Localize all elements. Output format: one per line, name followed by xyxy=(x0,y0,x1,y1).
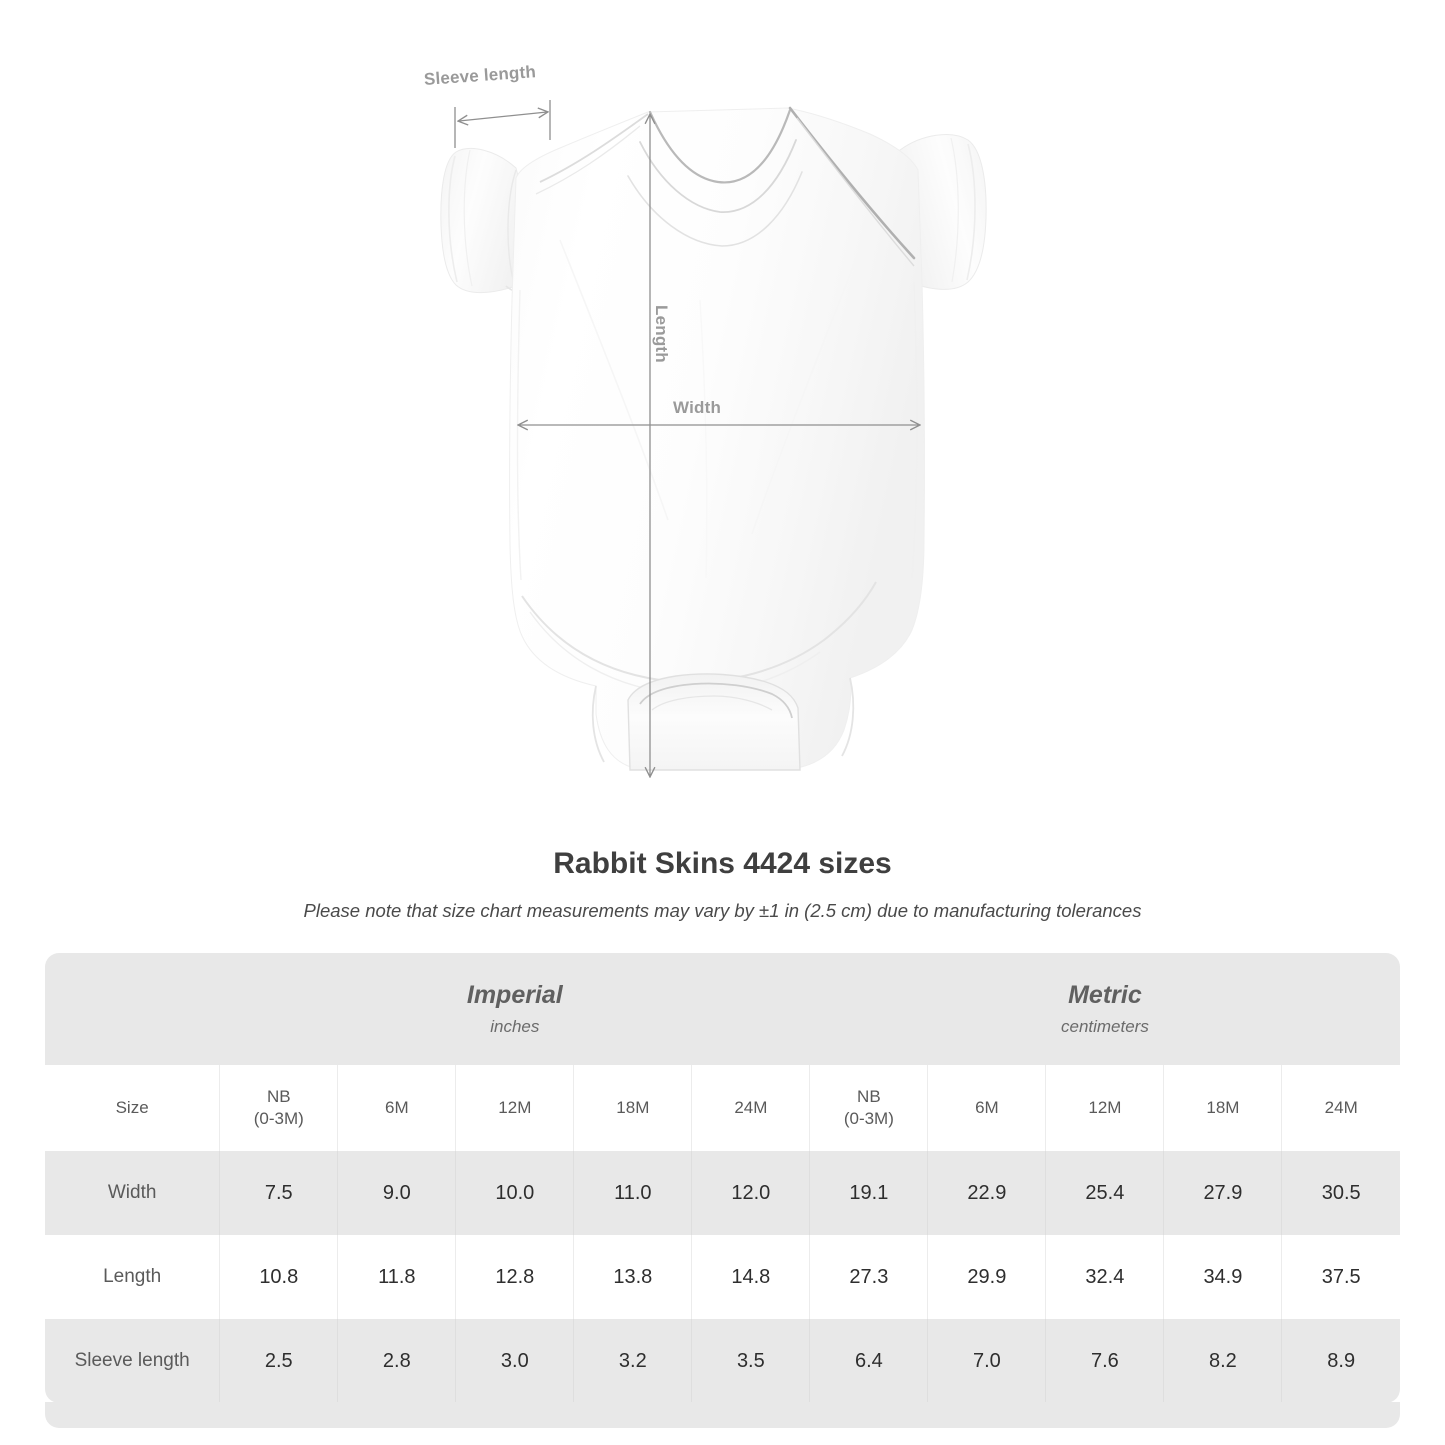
size-header-line1: 18M xyxy=(616,1097,650,1117)
size-header-line1: 12M xyxy=(498,1097,532,1117)
size-header-cell: NB (0-3M) xyxy=(809,1065,929,1151)
width-label: Width xyxy=(673,398,722,417)
measurement-cell: 27.3 xyxy=(809,1235,929,1319)
size-header-cell: 18M xyxy=(573,1065,693,1151)
garment-illustration: Sleeve length Length Width xyxy=(423,62,987,830)
measurement-cell: 9.0 xyxy=(337,1151,457,1235)
unit-group-imperial-name: Imperial xyxy=(466,981,563,1010)
measurement-cell: 27.9 xyxy=(1163,1151,1283,1235)
size-header-line1: NB xyxy=(266,1086,291,1106)
measurement-cell: 32.4 xyxy=(1045,1235,1165,1319)
tolerance-note: Please note that size chart measurements… xyxy=(303,899,1142,921)
table-row: Width 7.5 9.0 10.0 11.0 12.0 19.1 22.9 25.4 27.9 3… xyxy=(45,1151,1400,1235)
row-label-cell: Sleeve length xyxy=(45,1319,221,1403)
measurement-cell: 13.8 xyxy=(573,1235,693,1319)
size-header-cell: 24M xyxy=(691,1065,811,1151)
measurement-cell: 25.4 xyxy=(1045,1151,1165,1235)
table-footer-pad xyxy=(45,1402,1400,1428)
sleeve-length-annotation xyxy=(454,100,551,148)
bodysuit-body xyxy=(509,106,925,771)
measurement-cell: 3.0 xyxy=(455,1319,575,1403)
measurement-cell: 10.8 xyxy=(219,1235,339,1319)
measurement-cell: 7.0 xyxy=(927,1319,1047,1403)
measurement-cell: 29.9 xyxy=(927,1235,1047,1319)
measurement-cell: 12.0 xyxy=(691,1151,811,1235)
size-header-cell: 24M xyxy=(1281,1065,1400,1151)
table-row: Length 10.8 11.8 12.8 13.8 14.8 27.3 29.9 32.4 34… xyxy=(45,1235,1400,1319)
table-row: Sleeve length 2.5 2.8 3.0 3.2 3.5 6.4 7.0 7.6 8.2… xyxy=(45,1319,1400,1403)
measurement-cell: 8.9 xyxy=(1281,1319,1400,1403)
measurement-cell: 34.9 xyxy=(1163,1235,1283,1319)
unit-group-imperial-sub: inches xyxy=(490,1017,540,1037)
measurement-cell: 11.8 xyxy=(337,1235,457,1319)
measurement-cell: 7.6 xyxy=(1045,1319,1165,1403)
size-chart-table: Imperial inches Metric centimeters Size … xyxy=(45,953,1400,1403)
row-label-cell: Length xyxy=(45,1235,221,1319)
size-header-line1: 6M xyxy=(384,1097,409,1117)
unit-group-row: Imperial inches Metric centimeters xyxy=(45,953,1400,1065)
size-header-line1: 12M xyxy=(1088,1097,1122,1117)
size-chart-table-container: Imperial inches Metric centimeters Size … xyxy=(45,953,1400,1428)
measurement-cell: 19.1 xyxy=(809,1151,929,1235)
measurement-cell: 6.4 xyxy=(809,1319,929,1403)
page-title: Rabbit Skins 4424 sizes xyxy=(553,847,892,880)
measurement-cell: 2.5 xyxy=(219,1319,339,1403)
bodysuit-diagram xyxy=(440,100,987,830)
measurement-cell: 2.8 xyxy=(337,1319,457,1403)
size-header-row: Size NB (0-3M) 6M 12M 18M 24M NB (0-3M) 6M 12M 18M… xyxy=(45,1065,1400,1151)
size-header-line2: (0-3M) xyxy=(253,1109,304,1128)
size-header-cell: 6M xyxy=(337,1065,457,1151)
measurement-cell: 8.2 xyxy=(1163,1319,1283,1403)
size-header-cell: 12M xyxy=(1045,1065,1165,1151)
size-header-line1: 24M xyxy=(1324,1097,1358,1117)
unit-group-metric-sub: centimeters xyxy=(1060,1017,1149,1037)
size-header-cell: 6M xyxy=(927,1065,1047,1151)
unit-group-metric-name: Metric xyxy=(1068,981,1142,1010)
unit-group-metric: Metric centimeters xyxy=(809,953,1400,1065)
size-header-line1: NB xyxy=(857,1086,881,1106)
size-header-line1: 18M xyxy=(1206,1097,1240,1117)
measurement-cell: 22.9 xyxy=(927,1151,1047,1235)
unit-group-spacer xyxy=(45,953,220,1065)
measurement-cell: 14.8 xyxy=(691,1235,811,1319)
measurement-cell: 7.5 xyxy=(219,1151,339,1235)
size-header-cell: NB (0-3M) xyxy=(219,1065,339,1151)
measurement-cell: 37.5 xyxy=(1281,1235,1400,1319)
unit-group-imperial: Imperial inches xyxy=(219,953,810,1065)
row-label-cell: Width xyxy=(45,1151,221,1235)
measurement-cell: 10.0 xyxy=(455,1151,575,1235)
measurement-cell: 12.8 xyxy=(455,1235,575,1319)
size-header-line1: 6M xyxy=(975,1097,999,1117)
size-header-line1: 24M xyxy=(734,1097,768,1117)
size-header-cell: 18M xyxy=(1163,1065,1283,1151)
measurement-cell: 3.5 xyxy=(691,1319,811,1403)
measurement-cell: 11.0 xyxy=(573,1151,693,1235)
size-header-line2: (0-3M) xyxy=(843,1109,894,1128)
measurement-cell: 30.5 xyxy=(1281,1151,1400,1235)
size-header-label: Size xyxy=(45,1065,221,1151)
size-header-cell: 12M xyxy=(455,1065,575,1151)
length-label: Length xyxy=(652,305,671,363)
size-table-body: Width 7.5 9.0 10.0 11.0 12.0 19.1 22.9 25.4 27.9 3… xyxy=(45,1151,1400,1403)
title-block: Rabbit Skins 4424 sizes Please note that… xyxy=(0,845,1445,923)
measurement-cell: 3.2 xyxy=(573,1319,693,1403)
